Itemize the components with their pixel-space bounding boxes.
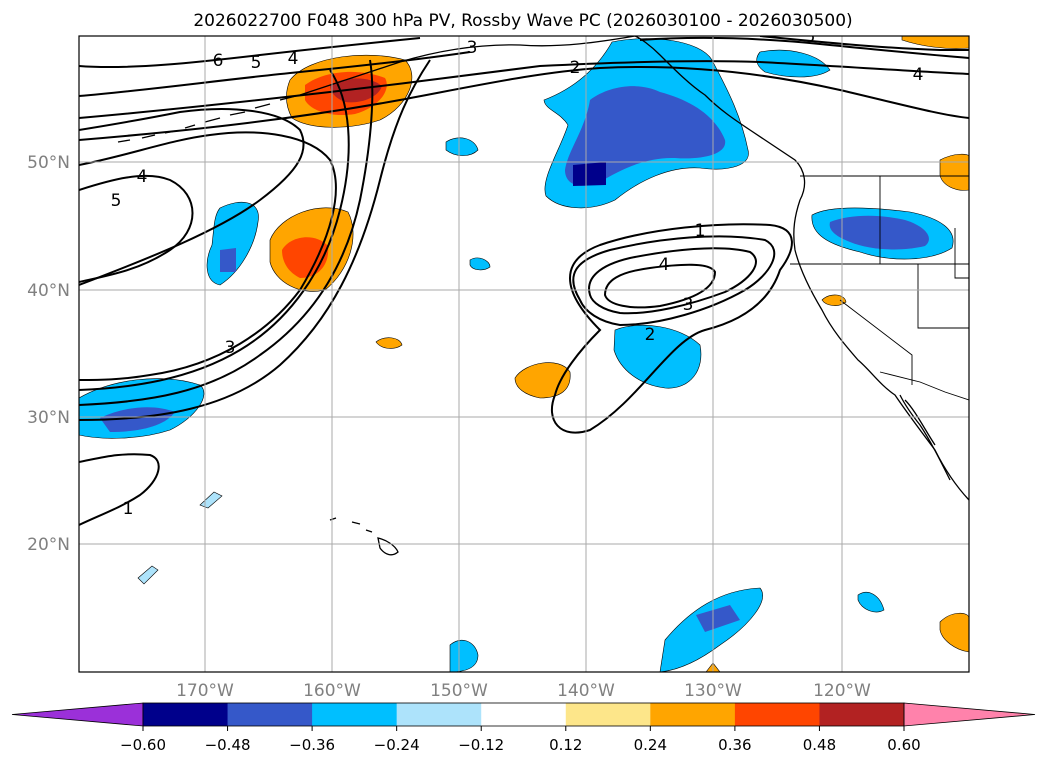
colorbar: −0.60 −0.48 −0.36 −0.24 −0.12 0.12 0.24 0.36 0.4… [11, 702, 1036, 754]
colorbar-tick-label: −0.48 [205, 736, 251, 754]
contour-label: 5 [111, 191, 122, 211]
lat-label-30n: 30°N [27, 408, 70, 428]
colorbar-segment [396, 703, 482, 726]
colorbar-extend-high [903, 702, 1036, 727]
colorbar-tick-label: −0.36 [289, 736, 335, 754]
contour-label: 2 [645, 325, 656, 345]
map-border [78, 35, 970, 673]
colorbar-segment [819, 703, 905, 726]
contour-label: 4 [659, 255, 670, 275]
lon-label-140w: 140°W [557, 681, 615, 701]
contour-label: 3 [467, 38, 478, 58]
contour-label: 4 [288, 49, 299, 69]
map-title: 2026022700 F048 300 hPa PV, Rossby Wave … [193, 11, 852, 31]
colorbar-tick-label: 0.36 [718, 736, 751, 754]
lon-label-130w: 130°W [684, 681, 742, 701]
contour-label: 5 [805, 27, 816, 47]
contour-label: 1 [695, 221, 706, 241]
contour-trough-d [79, 59, 374, 406]
contour-label: 3 [225, 338, 236, 358]
lon-label-160w: 160°W [303, 681, 361, 701]
contour-trough-e [79, 59, 431, 421]
cutoff-contour-4 [603, 263, 717, 309]
colorbar-segment [565, 703, 651, 726]
colorbar-tick-label: 0.48 [803, 736, 836, 754]
hawaii-islands [329, 517, 399, 556]
contour-trough-a [79, 108, 305, 286]
contour-label: 1 [123, 499, 134, 519]
contour-trough-c [79, 69, 350, 391]
cutoff-contour-3 [588, 247, 757, 315]
contour-label: 5 [251, 53, 262, 73]
lat-label-50n: 50°N [27, 153, 70, 173]
contour-labels: 6 5 4 3 2 5 5 4 4 3 1 4 3 2 1 [111, 27, 924, 519]
map-content: 6 5 4 3 2 5 5 4 4 3 1 4 3 2 1 [79, 27, 969, 672]
contour-trough-b [79, 131, 337, 381]
colorbar-segment [481, 703, 567, 726]
gridlines [79, 36, 969, 672]
cutoff-contour-2 [572, 235, 776, 327]
colorbar-segment [312, 703, 398, 726]
colorbar-tick-label: −0.24 [374, 736, 420, 754]
colorbar-tick-label: −0.12 [458, 736, 504, 754]
colorbar-tick-label: 0.60 [887, 736, 920, 754]
alaska-coast [299, 36, 636, 96]
lat-labels: 50°N 40°N 30°N 20°N [27, 153, 70, 555]
neg-anomaly-top [630, 42, 705, 72]
lat-label-20n: 20°N [27, 535, 70, 555]
contour-label: 4 [137, 167, 148, 187]
colorbar-frame [142, 702, 905, 727]
lon-label-150w: 150°W [430, 681, 488, 701]
pv-shading [79, 36, 969, 672]
north-america-coast [634, 36, 969, 501]
colorbar-segment [143, 703, 229, 726]
colorbar-tick-label: 0.24 [634, 736, 667, 754]
contour-label: 6 [213, 51, 224, 71]
colorbar-tick-label: 0.12 [549, 736, 582, 754]
contour-label: 2 [570, 58, 581, 78]
lon-label-170w: 170°W [176, 681, 234, 701]
contour-tropical [79, 453, 160, 526]
lon-label-120w: 120°W [813, 681, 871, 701]
contour-label: 4 [913, 65, 924, 85]
map-area [79, 36, 969, 672]
baja-coast [899, 394, 951, 481]
coastlines [117, 36, 969, 556]
lon-labels: 170°W 160°W 150°W 140°W 130°W 120°W [176, 681, 871, 701]
colorbar-segment [650, 703, 736, 726]
colorbar-tick-label: −0.60 [120, 736, 166, 754]
contour-label: 3 [683, 295, 694, 315]
colorbar-extend-low [11, 702, 144, 727]
colorbar-segment [227, 703, 313, 726]
colorbar-segment [734, 703, 820, 726]
lat-label-40n: 40°N [27, 281, 70, 301]
